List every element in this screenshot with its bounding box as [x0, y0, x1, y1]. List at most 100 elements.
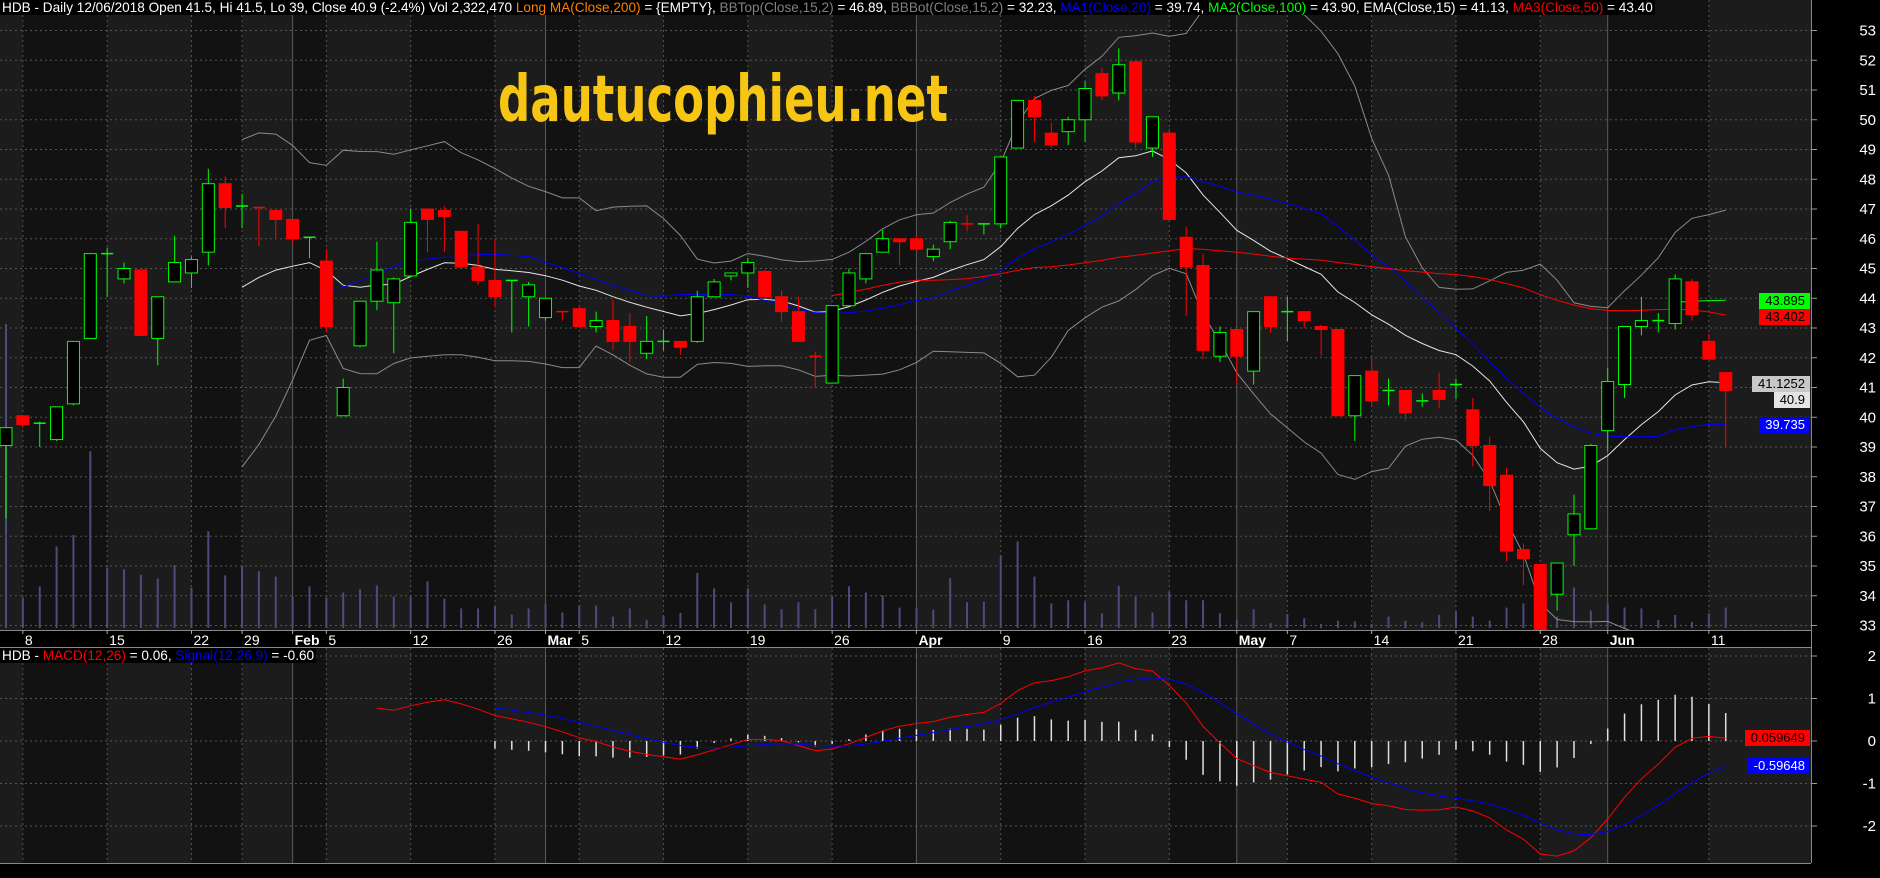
volume-bar [1185, 600, 1188, 628]
volume-bar [595, 605, 598, 628]
candle-body [1584, 445, 1598, 530]
candle [151, 296, 165, 366]
macd-pane-band [747, 648, 833, 863]
candle [370, 241, 384, 311]
price-axis-label: 50 [1859, 112, 1876, 129]
price-pane-band [916, 0, 1001, 630]
candle-body [758, 270, 772, 298]
price-axis-label: 38 [1859, 469, 1876, 486]
candle [387, 277, 401, 354]
volume-bar [999, 555, 1002, 628]
candle-body [909, 238, 923, 250]
volume-bar [1168, 592, 1171, 628]
candle-body [134, 269, 148, 336]
candle [1230, 328, 1244, 385]
price-pane-band [1085, 0, 1170, 630]
date-axis-label: 5 [581, 632, 589, 648]
volume-bar [1202, 600, 1205, 628]
volume-bar [696, 572, 699, 628]
candle-body [269, 209, 283, 220]
macd-axis-label: -2 [1863, 818, 1876, 835]
volume-bar [443, 598, 446, 628]
candle-body [117, 268, 131, 280]
candle [353, 300, 367, 348]
candle-body [370, 269, 384, 302]
date-axis-label: 23 [1171, 632, 1187, 648]
candle [286, 218, 300, 244]
candle-body [404, 221, 418, 277]
candle [1416, 393, 1429, 407]
volume-bar [544, 603, 547, 628]
candle [1196, 253, 1210, 360]
candle [319, 249, 333, 333]
volume-bar [1370, 623, 1373, 628]
candle-body [1230, 328, 1244, 357]
candle [909, 235, 923, 251]
candle [1027, 95, 1041, 143]
legend-item: BBBot(Close,15,2) [890, 0, 1004, 15]
date-axis-label: 22 [193, 632, 209, 648]
candle [1061, 116, 1075, 146]
candle [16, 415, 30, 428]
candle [471, 223, 485, 285]
candle-body [1634, 320, 1648, 328]
volume-bar [375, 585, 378, 628]
price-axis-label: 34 [1859, 588, 1876, 605]
candle [977, 223, 990, 235]
candle [893, 238, 907, 266]
price-axis-label: 36 [1859, 528, 1876, 545]
volume-bar [1084, 602, 1087, 628]
candle [1398, 389, 1412, 421]
candle-body [1112, 64, 1126, 94]
volume-bar [1471, 616, 1474, 628]
price-axis-label: 45 [1859, 261, 1876, 278]
candle [1719, 372, 1733, 447]
candle [741, 258, 755, 288]
watermark-logo: dautucophieu.net [498, 63, 948, 137]
value-tag: 39.735 [1759, 417, 1810, 434]
candle [1584, 444, 1598, 530]
legend-item: BBTop(Close,15,2) [719, 0, 834, 15]
price-pane-band [1371, 0, 1456, 630]
candle [1179, 226, 1193, 317]
macd-axis-label: -1 [1863, 776, 1876, 793]
candle [1533, 564, 1547, 630]
price-axis-label: 47 [1859, 201, 1876, 218]
candle-body [623, 326, 637, 342]
candle-body [522, 284, 536, 298]
volume-bar [1674, 614, 1677, 628]
macd-pane-band [579, 648, 664, 863]
legend-item: = 0.06, [125, 648, 176, 663]
candle [589, 311, 603, 333]
legend-item: = 46.89, [833, 0, 891, 15]
price-pane-band [410, 0, 495, 630]
candle-body [1719, 372, 1733, 391]
candle [117, 262, 131, 284]
legend-item: MA2(Close,100) [1208, 0, 1307, 15]
candle [1213, 326, 1227, 363]
candle [269, 209, 283, 239]
candle-body [1297, 311, 1311, 322]
candle [303, 236, 316, 259]
candle [1449, 378, 1462, 400]
candle [1129, 61, 1143, 149]
volume-bar [848, 586, 850, 628]
volume-bar [1252, 609, 1255, 628]
candle-body [421, 208, 434, 220]
candle-body [66, 340, 80, 405]
candle-body [437, 209, 451, 217]
price-axis-label: 40 [1859, 409, 1876, 426]
volume-bar [21, 597, 24, 628]
volume-bar [460, 608, 463, 628]
volume-bar [1556, 616, 1559, 628]
date-axis-label: 26 [497, 632, 513, 648]
candle-body [387, 278, 401, 304]
candle-body [1668, 278, 1682, 325]
date-axis-label: May [1239, 632, 1266, 648]
volume-bar [510, 614, 513, 628]
legend-item: = {EMPTY}, [640, 0, 720, 15]
candle-body [1196, 265, 1210, 351]
price-plot [0, 0, 1733, 630]
date-axis-label: Jun [1610, 632, 1635, 648]
